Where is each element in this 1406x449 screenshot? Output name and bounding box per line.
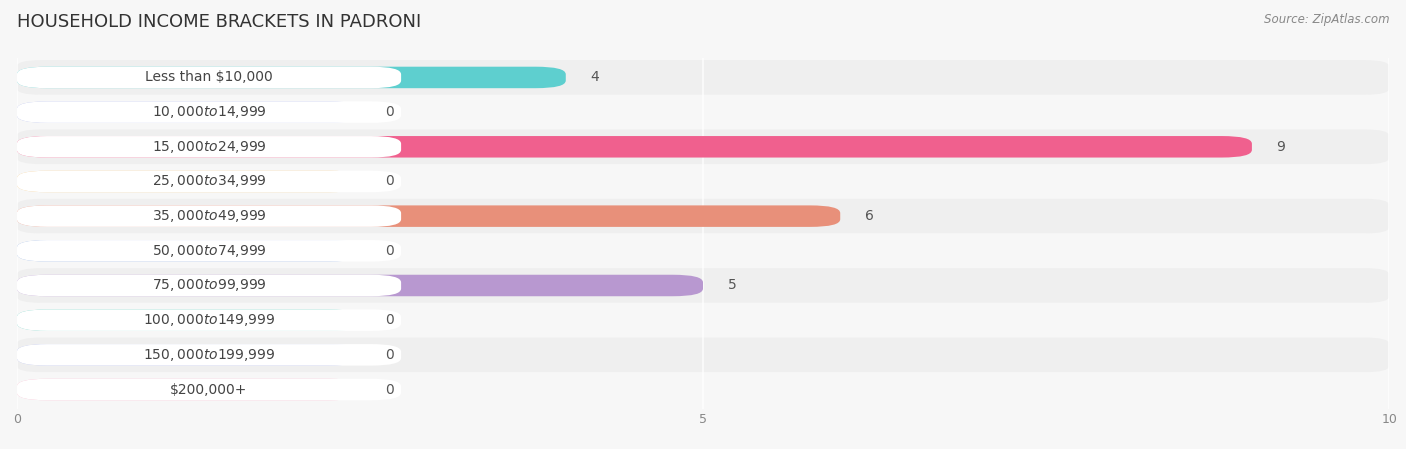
Text: $25,000 to $34,999: $25,000 to $34,999	[152, 173, 266, 189]
Text: 0: 0	[385, 244, 394, 258]
FancyBboxPatch shape	[17, 240, 401, 262]
Text: $10,000 to $14,999: $10,000 to $14,999	[152, 104, 266, 120]
FancyBboxPatch shape	[17, 344, 401, 365]
FancyBboxPatch shape	[17, 309, 401, 331]
Text: 0: 0	[385, 175, 394, 189]
FancyBboxPatch shape	[17, 309, 360, 331]
Text: $50,000 to $74,999: $50,000 to $74,999	[152, 243, 266, 259]
Text: 0: 0	[385, 348, 394, 362]
Text: 0: 0	[385, 105, 394, 119]
FancyBboxPatch shape	[17, 344, 360, 365]
FancyBboxPatch shape	[17, 67, 565, 88]
Text: $200,000+: $200,000+	[170, 383, 247, 396]
Text: $150,000 to $199,999: $150,000 to $199,999	[143, 347, 276, 363]
Text: $75,000 to $99,999: $75,000 to $99,999	[152, 277, 266, 294]
FancyBboxPatch shape	[17, 372, 1389, 407]
Text: 0: 0	[385, 313, 394, 327]
FancyBboxPatch shape	[17, 205, 401, 227]
Text: Source: ZipAtlas.com: Source: ZipAtlas.com	[1264, 13, 1389, 26]
Text: $100,000 to $149,999: $100,000 to $149,999	[143, 312, 276, 328]
FancyBboxPatch shape	[17, 164, 1389, 199]
FancyBboxPatch shape	[17, 233, 1389, 268]
FancyBboxPatch shape	[17, 101, 401, 123]
FancyBboxPatch shape	[17, 95, 1389, 129]
FancyBboxPatch shape	[17, 379, 360, 400]
FancyBboxPatch shape	[17, 338, 1389, 372]
Text: 5: 5	[728, 278, 737, 292]
FancyBboxPatch shape	[17, 240, 360, 262]
FancyBboxPatch shape	[17, 275, 401, 296]
FancyBboxPatch shape	[17, 129, 1389, 164]
Text: $15,000 to $24,999: $15,000 to $24,999	[152, 139, 266, 155]
Text: 0: 0	[385, 383, 394, 396]
FancyBboxPatch shape	[17, 303, 1389, 338]
FancyBboxPatch shape	[17, 268, 1389, 303]
Text: HOUSEHOLD INCOME BRACKETS IN PADRONI: HOUSEHOLD INCOME BRACKETS IN PADRONI	[17, 13, 422, 31]
Text: Less than $10,000: Less than $10,000	[145, 70, 273, 84]
FancyBboxPatch shape	[17, 136, 1251, 158]
Text: 9: 9	[1277, 140, 1285, 154]
FancyBboxPatch shape	[17, 60, 1389, 95]
FancyBboxPatch shape	[17, 379, 401, 400]
Text: $35,000 to $49,999: $35,000 to $49,999	[152, 208, 266, 224]
FancyBboxPatch shape	[17, 205, 841, 227]
FancyBboxPatch shape	[17, 199, 1389, 233]
FancyBboxPatch shape	[17, 101, 360, 123]
FancyBboxPatch shape	[17, 136, 401, 158]
Text: 6: 6	[865, 209, 873, 223]
FancyBboxPatch shape	[17, 171, 401, 192]
Text: 4: 4	[591, 70, 599, 84]
FancyBboxPatch shape	[17, 67, 401, 88]
FancyBboxPatch shape	[17, 171, 360, 192]
FancyBboxPatch shape	[17, 275, 703, 296]
